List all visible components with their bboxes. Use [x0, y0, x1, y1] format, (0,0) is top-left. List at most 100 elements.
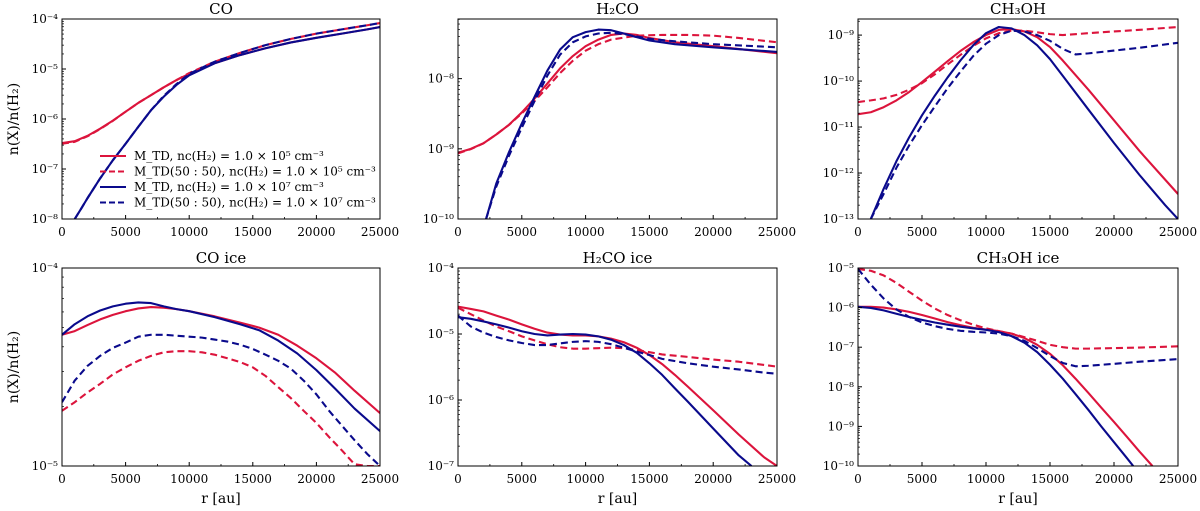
x-tick-label: 10000 [170, 225, 208, 239]
y-tick-label: 10⁻⁸ [428, 72, 455, 86]
legend-entry-4: M_TD(50 : 50), nc(H₂) = 1.0 × 10⁷ cm⁻³ [134, 196, 376, 210]
series-line-1 [458, 305, 777, 466]
chart-panel-3: 0 5000 10000 15000 20000 25000 10⁻¹³ 10⁻¹² 10⁻¹¹… [823, 0, 1197, 239]
series-line-3 [62, 301, 380, 432]
x-tick-label: 15000 [1031, 472, 1069, 486]
chart-panel-4: 0 5000 10000 15000 20000 25000 10⁻⁵ 10⁻⁴ CO ice r… [6, 249, 399, 507]
plot-frame [857, 267, 1179, 467]
chart-panel-5: 0 5000 10000 15000 20000 25000 10⁻⁷ 10⁻⁶ 10⁻⁵ 10⁻… [428, 249, 797, 507]
series-line-1 [858, 305, 1154, 466]
x-tick-label: 10000 [967, 472, 1005, 486]
x-tick-label: 10000 [170, 472, 208, 486]
y-tick-label: 10⁻¹¹ [823, 120, 854, 134]
y-tick-label: 10⁻⁵ [32, 62, 59, 76]
legend-entry-2: M_TD(50 : 50), nc(H₂) = 1.0 × 10⁵ cm⁻³ [134, 165, 376, 179]
panel-title: H₂CO ice [583, 249, 653, 267]
y-tick-label: 10⁻⁵ [32, 459, 59, 473]
series-line-3 [869, 25, 1178, 219]
x-axis-label: r [au] [598, 491, 637, 507]
y-tick-label: 10⁻⁵ [428, 327, 455, 341]
legend-entry-3: M_TD, nc(H₂) = 1.0 × 10⁷ cm⁻³ [134, 180, 324, 194]
series-line-4 [62, 333, 380, 466]
series-line-4 [858, 268, 1178, 368]
y-tick-label: 10⁻¹³ [823, 212, 854, 226]
y-tick-label: 10⁻¹⁰ [823, 74, 854, 88]
x-tick-label: 10000 [567, 472, 605, 486]
panel-title: CH₃OH ice [977, 249, 1060, 267]
x-tick-label: 10000 [567, 225, 605, 239]
y-tick-label: 10⁻⁶ [828, 301, 855, 315]
x-tick-label: 5000 [907, 225, 938, 239]
panel-title: CO [209, 0, 233, 18]
x-tick-label: 20000 [297, 472, 335, 486]
x-tick-label: 25000 [758, 472, 796, 486]
x-tick-label: 20000 [1095, 472, 1133, 486]
panel-title: CH₃OH [990, 0, 1046, 18]
series-line-2 [458, 306, 777, 368]
series-line-2 [62, 22, 380, 145]
series-line-4 [869, 29, 1178, 219]
chart-panel-2: 0 5000 10000 15000 20000 25000 10⁻¹⁰ 10⁻⁹ 10⁻⁸ H₂… [423, 0, 796, 239]
y-tick-label: 10⁻⁷ [32, 162, 59, 176]
chart-panel-1: 0 5000 10000 15000 20000 25000 10⁻⁸ 10⁻⁷ 10⁻⁶ 10⁻… [6, 0, 399, 239]
x-tick-label: 15000 [630, 225, 668, 239]
y-tick-label: 10⁻⁷ [828, 340, 855, 354]
x-tick-label: 20000 [694, 472, 732, 486]
x-tick-label: 20000 [1095, 225, 1133, 239]
x-tick-label: 0 [454, 225, 462, 239]
x-tick-label: 0 [454, 472, 462, 486]
x-tick-label: 0 [854, 472, 862, 486]
series-line-1 [62, 26, 380, 145]
x-tick-label: 5000 [110, 472, 141, 486]
series-line-1 [458, 32, 777, 154]
series-line-4 [458, 314, 777, 375]
x-tick-label: 15000 [234, 225, 272, 239]
x-axis-label: r [au] [201, 491, 240, 507]
y-axis-label: n(X)/n(H₂) [6, 83, 22, 155]
x-tick-label: 0 [58, 225, 66, 239]
x-tick-label: 15000 [630, 472, 668, 486]
series-line-3 [458, 316, 753, 466]
y-tick-label: 10⁻¹² [823, 166, 854, 180]
x-tick-label: 20000 [297, 225, 335, 239]
y-tick-label: 10⁻⁴ [32, 12, 59, 26]
series-line-1 [62, 306, 380, 414]
x-tick-label: 5000 [110, 225, 141, 239]
y-tick-label: 10⁻⁶ [32, 112, 59, 126]
series-line-2 [458, 33, 777, 155]
x-axis-label: r [au] [998, 491, 1037, 507]
x-tick-label: 25000 [1159, 225, 1197, 239]
series-line-2 [858, 268, 1178, 350]
series-line-4 [485, 31, 777, 219]
panel-title: H₂CO [596, 0, 639, 18]
y-tick-label: 10⁻⁴ [428, 261, 455, 275]
y-tick-label: 10⁻⁹ [428, 142, 455, 156]
x-tick-label: 5000 [507, 472, 538, 486]
legend-entry-1: M_TD, nc(H₂) = 1.0 × 10⁵ cm⁻³ [134, 149, 324, 163]
x-tick-label: 25000 [758, 225, 796, 239]
legend: M_TD, nc(H₂) = 1.0 × 10⁵ cm⁻³ M_TD(50 : 5… [100, 149, 376, 210]
chart-panel-6: 0 5000 10000 15000 20000 25000 10⁻¹⁰ 10⁻⁹ 10⁻⁸ 10… [823, 249, 1197, 507]
x-tick-label: 25000 [361, 472, 399, 486]
y-tick-label: 10⁻⁹ [828, 28, 855, 42]
series-line-1 [858, 28, 1178, 195]
x-tick-label: 15000 [1031, 225, 1069, 239]
series-line-2 [858, 25, 1178, 104]
plot-frame [457, 267, 778, 467]
series-line-3 [485, 28, 777, 219]
x-tick-label: 20000 [694, 225, 732, 239]
x-tick-label: 0 [58, 472, 66, 486]
plot-frame [61, 267, 381, 467]
x-tick-label: 25000 [1159, 472, 1197, 486]
panel-title: CO ice [196, 249, 247, 267]
y-tick-label: 10⁻⁹ [828, 419, 855, 433]
y-tick-label: 10⁻¹⁰ [423, 212, 454, 226]
x-tick-label: 0 [854, 225, 862, 239]
y-tick-label: 10⁻⁴ [32, 261, 59, 275]
y-tick-label: 10⁻⁸ [32, 212, 59, 226]
series-line-4 [73, 22, 380, 219]
x-tick-label: 10000 [967, 225, 1005, 239]
y-tick-label: 10⁻⁶ [428, 393, 455, 407]
series-line-3 [858, 305, 1135, 466]
